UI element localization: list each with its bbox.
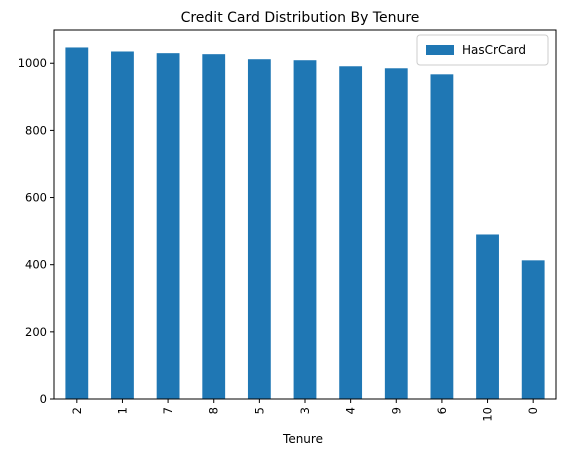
bar-4 [339,66,363,399]
y-axis: 0 200 400 600 800 1000 [18,56,54,406]
bar-2 [65,47,89,400]
bar-3 [293,60,317,399]
y-tick-label-1000: 1000 [18,56,47,70]
x-tick-label-8: 8 [207,407,221,414]
x-tick-label-7: 7 [161,407,175,414]
x-tick-label-4: 4 [344,407,358,414]
legend-label-HasCrCard: HasCrCard [462,43,526,57]
chart-title: Credit Card Distribution By Tenure [181,10,420,26]
legend-swatch-HasCrCard [426,45,454,55]
x-tick-label-0: 0 [526,407,540,414]
y-tick-label-200: 200 [25,325,47,339]
bar-6 [430,74,454,400]
x-tick-label-6: 6 [435,407,449,414]
bar-5 [247,59,271,400]
bar-7 [156,53,180,400]
x-tick-label-10: 10 [481,407,495,422]
legend: HasCrCard [416,34,549,66]
bar-9 [384,68,408,399]
x-tick-label-9: 9 [389,407,403,414]
y-tick-label-800: 800 [25,123,47,137]
plot-frame [53,29,557,400]
bar-group [65,47,545,400]
legend-frame [416,34,549,66]
x-tick-label-3: 3 [298,407,312,414]
y-tick-label-600: 600 [25,191,47,205]
y-tick-label-0: 0 [40,392,47,406]
x-axis: 2 1 7 8 5 3 4 9 6 10 0 [70,399,540,422]
bar-0 [521,260,545,399]
x-tick-label-5: 5 [252,407,266,414]
x-tick-label-2: 2 [70,407,84,414]
x-axis-label: Tenure [282,432,323,446]
y-tick-label-400: 400 [25,258,47,272]
bar-10 [476,234,499,399]
bar-1 [111,51,134,400]
bar-8 [202,54,226,399]
x-tick-label-1: 1 [115,407,129,414]
